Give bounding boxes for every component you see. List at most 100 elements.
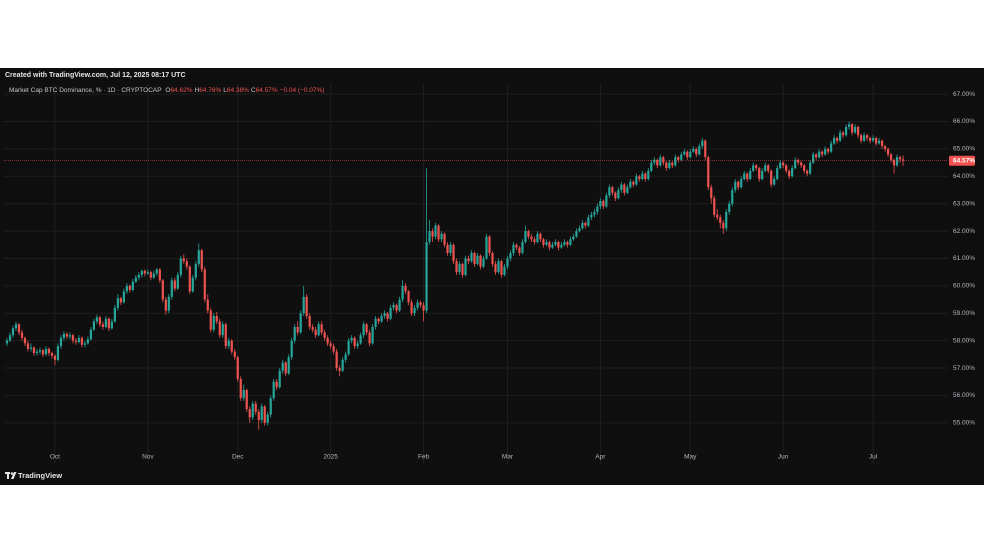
- candle-body: [527, 231, 530, 237]
- candle-body: [92, 321, 96, 330]
- candle-body: [107, 318, 110, 329]
- candle-body: [275, 381, 278, 388]
- candle-body: [728, 203, 731, 212]
- candle-body: [839, 132, 842, 141]
- candle-body: [479, 255, 482, 267]
- candle-body: [149, 272, 152, 278]
- candle-body: [395, 305, 398, 311]
- candle-body: [488, 236, 491, 253]
- candle-body: [431, 231, 434, 237]
- candle-body: [296, 326, 299, 333]
- candle-body: [272, 381, 275, 399]
- candle-body: [257, 411, 260, 421]
- candle-body: [263, 406, 266, 423]
- candle-body: [901, 159, 905, 161]
- candle-body: [251, 403, 254, 418]
- candle-body: [386, 313, 389, 319]
- candle-body: [170, 280, 173, 297]
- candle-body: [767, 165, 770, 171]
- candle-body: [554, 242, 557, 245]
- candle-body: [590, 214, 593, 218]
- candle-body: [14, 324, 18, 329]
- footer: TradingView: [18, 471, 63, 480]
- candle-body: [563, 242, 566, 245]
- candle-body: [752, 165, 755, 171]
- candle-body: [740, 179, 743, 188]
- candle-body: [859, 135, 863, 141]
- candle-body: [758, 168, 761, 180]
- y-tick-label: 57.00%: [953, 365, 975, 372]
- candle-body: [53, 355, 57, 360]
- candle-body: [50, 352, 54, 356]
- symbol-title: Market Cap BTC Dominance, % · 1D · CRYPT…: [9, 87, 162, 94]
- candle-body: [497, 261, 500, 273]
- candle-body: [746, 173, 749, 180]
- candle-body: [347, 340, 350, 355]
- candle-body: [566, 242, 569, 245]
- candle-body: [659, 157, 662, 166]
- y-tick-label: 60.00%: [953, 283, 975, 290]
- candle-body: [509, 252, 512, 259]
- candle-body: [611, 187, 614, 193]
- x-tick-label: Jul: [869, 454, 878, 461]
- candle-body: [842, 132, 845, 136]
- candle-body: [419, 302, 422, 306]
- candles: [5, 121, 905, 430]
- candle-body: [868, 137, 872, 141]
- candle-body: [737, 181, 740, 188]
- candle-body: [134, 277, 137, 282]
- candle-body: [179, 258, 182, 275]
- y-tick-label: 58.00%: [953, 337, 975, 344]
- candle-body: [137, 274, 140, 278]
- candle-body: [482, 258, 485, 267]
- candle-body: [89, 329, 93, 340]
- y-tick-label: 63.00%: [953, 200, 975, 207]
- candle-body: [329, 343, 332, 347]
- x-tick-label: Feb: [418, 454, 430, 461]
- legend: Market Cap BTC Dominance, % · 1D · CRYPT…: [9, 87, 326, 94]
- candle-body: [155, 269, 158, 274]
- candle-body: [293, 326, 296, 341]
- candle-body: [86, 339, 90, 344]
- candle-body: [458, 263, 461, 273]
- candle-body: [77, 337, 81, 343]
- y-tick-label: 64.00%: [953, 173, 975, 180]
- candle-body: [308, 315, 311, 327]
- candle-body: [281, 362, 284, 371]
- candle-body: [320, 324, 323, 333]
- legend-value: 64.38%: [226, 87, 249, 94]
- candle-body: [632, 181, 635, 185]
- candle-body: [350, 337, 353, 341]
- candle-body: [731, 190, 734, 204]
- candle-body: [311, 326, 314, 330]
- candle-body: [485, 236, 488, 259]
- candle-body: [80, 337, 84, 345]
- candle-body: [209, 310, 212, 330]
- candle-body: [620, 184, 623, 191]
- candle-body: [871, 137, 875, 141]
- candle-body: [317, 324, 320, 336]
- candle-body: [551, 244, 554, 248]
- candle-body: [602, 200, 605, 207]
- candle-body: [782, 162, 785, 166]
- candle-body: [125, 285, 128, 292]
- candle-body: [113, 307, 116, 322]
- candle-body: [548, 242, 551, 248]
- candle-body: [245, 389, 248, 410]
- candle-body: [212, 315, 215, 330]
- legend-key: L: [223, 87, 227, 94]
- candle-body: [806, 170, 809, 174]
- candle-body: [326, 337, 329, 344]
- candle-body: [698, 146, 701, 155]
- y-tick-label: 65.00%: [953, 146, 975, 153]
- candle-body: [446, 244, 449, 253]
- candle-body: [506, 258, 509, 267]
- candle-body: [5, 340, 9, 344]
- candle-body: [533, 239, 536, 243]
- candle-body: [266, 414, 269, 423]
- candle-body: [773, 179, 776, 185]
- candle-body: [383, 313, 386, 316]
- y-tick-label: 59.00%: [953, 310, 975, 317]
- candle-body: [677, 157, 680, 160]
- candle-body: [668, 162, 671, 169]
